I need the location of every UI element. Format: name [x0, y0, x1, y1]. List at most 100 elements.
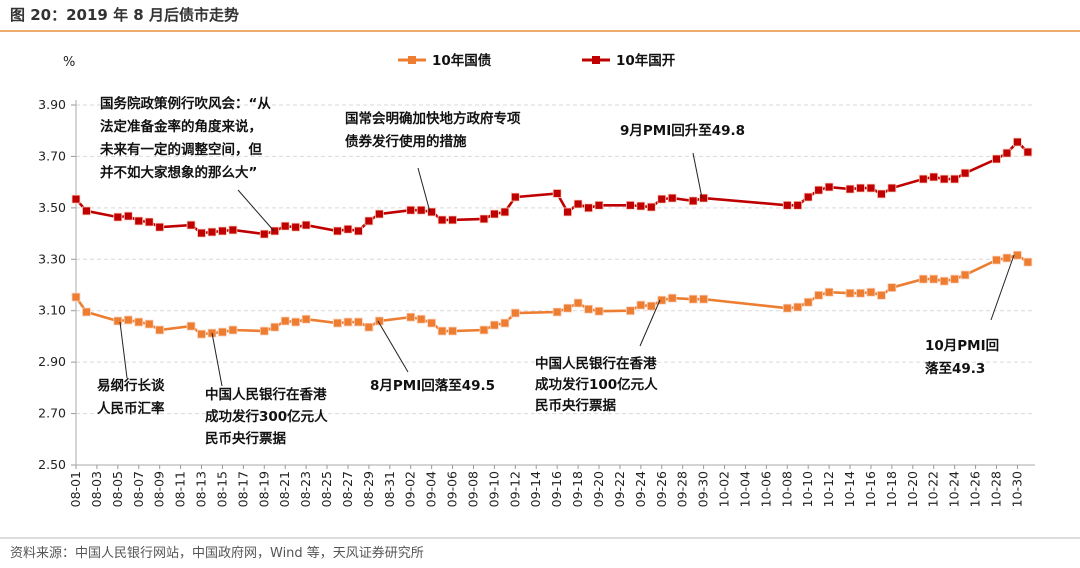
data-point [918, 274, 928, 284]
data-point [625, 306, 635, 316]
data-point [552, 307, 562, 317]
data-point [584, 304, 593, 314]
data-point [510, 308, 520, 318]
data-point [845, 184, 855, 194]
x-tick-label: 10-20 [905, 471, 920, 507]
data-point [782, 200, 792, 210]
data-point [1013, 250, 1022, 260]
x-tick-label: 09-14 [528, 471, 543, 507]
data-point [82, 307, 91, 317]
data-point [950, 174, 960, 184]
legend-label: 10年国债 [432, 52, 492, 69]
data-point [552, 189, 562, 198]
annotation-text: 未来有一定的调整空间，但 [100, 141, 262, 158]
annotation-leader [639, 299, 661, 347]
data-point [228, 325, 238, 335]
x-tick-label: 09-22 [612, 471, 627, 507]
data-point [887, 283, 897, 292]
data-point [82, 206, 91, 216]
data-point [186, 321, 196, 331]
x-tick-label: 10-06 [758, 471, 773, 507]
data-point [416, 205, 426, 215]
data-point [144, 319, 154, 329]
chart-title: 图 20：2019 年 8 月后债市走势 [10, 6, 239, 24]
x-tick-label: 09-12 [507, 471, 522, 507]
data-point [155, 325, 165, 335]
data-point [301, 314, 311, 324]
data-point [1002, 253, 1012, 263]
data-point [657, 295, 667, 305]
data-point [406, 312, 416, 322]
data-point [448, 326, 457, 336]
data-point [489, 320, 499, 330]
y-tick-label: 3.50 [38, 200, 66, 215]
data-point [699, 294, 708, 304]
x-tick-label: 10-14 [842, 471, 857, 507]
annotation-leader [692, 152, 703, 199]
data-point [207, 227, 217, 237]
annotation-leader [237, 189, 275, 232]
annotation-text: 并不如大家想象的那么大” [100, 164, 257, 181]
annotation-text: 民币央行票据 [535, 397, 616, 414]
x-tick-label: 09-30 [696, 471, 711, 507]
data-point [354, 317, 363, 327]
x-tick-label: 08-25 [319, 471, 334, 507]
x-tick-label: 10-22 [926, 471, 941, 507]
data-point [824, 182, 834, 192]
data-point [856, 183, 865, 193]
x-tick-label: 10-04 [737, 471, 752, 507]
data-point [479, 214, 489, 224]
y-tick-label: 3.30 [38, 251, 66, 266]
data-point [510, 192, 520, 202]
annotation-text: 10月PMI回 [925, 338, 999, 354]
x-tick-label: 09-06 [445, 471, 460, 507]
data-point [1002, 148, 1012, 158]
annotation-leader [990, 254, 1015, 321]
data-point [301, 220, 311, 230]
data-point [291, 317, 301, 327]
data-point [657, 194, 667, 204]
data-point [594, 306, 604, 316]
data-point [123, 211, 133, 221]
data-point [364, 322, 374, 332]
annotation-text: 中国人民银行在香港 [205, 386, 327, 403]
data-point [343, 224, 353, 234]
data-point [218, 226, 227, 236]
annotation-text: 债券发行使用的措施 [345, 133, 467, 150]
x-tick-label: 08-15 [214, 471, 229, 507]
y-unit-label: % [63, 55, 75, 70]
x-tick-label: 08-19 [256, 471, 271, 507]
annotation-text: 易纲行长谈 [97, 377, 165, 394]
data-point [929, 172, 939, 182]
x-tick-label: 08-07 [131, 471, 146, 507]
data-point [939, 276, 949, 286]
data-point [134, 317, 144, 327]
annotation-text: 民币央行票据 [205, 430, 286, 447]
data-point [688, 294, 698, 304]
data-point [1023, 147, 1033, 157]
data-point [939, 174, 949, 184]
x-tick-label: 08-11 [173, 471, 188, 507]
y-tick-label: 2.70 [38, 406, 66, 421]
data-point [374, 316, 384, 326]
data-point [646, 202, 656, 212]
data-point [573, 199, 583, 209]
data-point [960, 270, 970, 280]
x-tick-label: 08-09 [152, 471, 167, 507]
annotation: 8月PMI回落至49.5 [370, 320, 495, 394]
annotation-leader [211, 332, 223, 387]
data-point [992, 154, 1001, 164]
series-govt-10y [71, 250, 1033, 339]
data-point [259, 326, 269, 336]
x-tick-label: 09-08 [465, 471, 480, 507]
data-point [155, 222, 165, 232]
x-tick-label: 10-18 [884, 471, 899, 507]
annotation-text: 8月PMI回落至49.5 [370, 377, 495, 394]
annotation: 9月PMI回升至49.8 [620, 122, 745, 199]
data-point [803, 192, 813, 202]
x-tick-label: 08-05 [110, 471, 125, 507]
